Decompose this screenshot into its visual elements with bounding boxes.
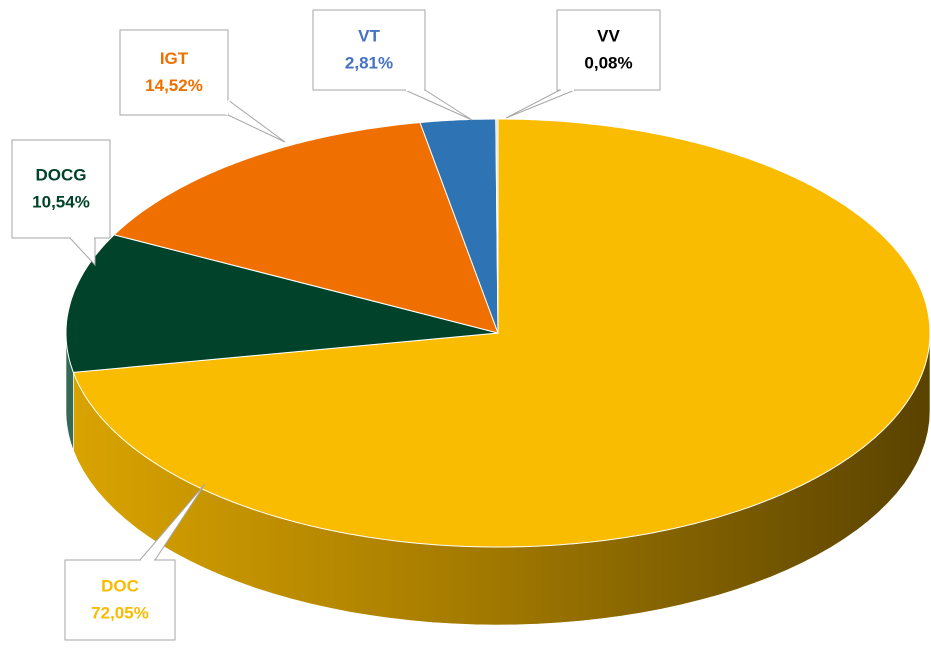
slice <box>65 234 499 373</box>
callout-cover <box>226 99 230 116</box>
label-name: VT <box>358 26 380 45</box>
label-value: 14,52% <box>145 76 203 95</box>
callout-pointer <box>404 89 473 121</box>
label-box <box>11 139 111 239</box>
label-box <box>64 559 176 641</box>
label-box <box>312 9 426 91</box>
label-value: 2,81% <box>345 53 393 72</box>
label-box <box>556 9 661 91</box>
callout-pointer <box>68 237 96 267</box>
label-name: VV <box>597 26 620 45</box>
label-value: 72,05% <box>91 603 149 622</box>
callout-pointer <box>227 99 286 143</box>
slice <box>113 121 499 334</box>
label-name: DOCG <box>36 165 87 184</box>
callout-pointer <box>505 89 576 119</box>
label-box <box>119 29 229 116</box>
label-value: 0,08% <box>584 53 632 72</box>
label-name: DOC <box>101 576 139 595</box>
label-name: IGT <box>160 49 189 68</box>
label-value: 10,54% <box>32 192 90 211</box>
slice <box>72 118 931 548</box>
slice <box>419 118 499 334</box>
slice <box>495 118 499 334</box>
